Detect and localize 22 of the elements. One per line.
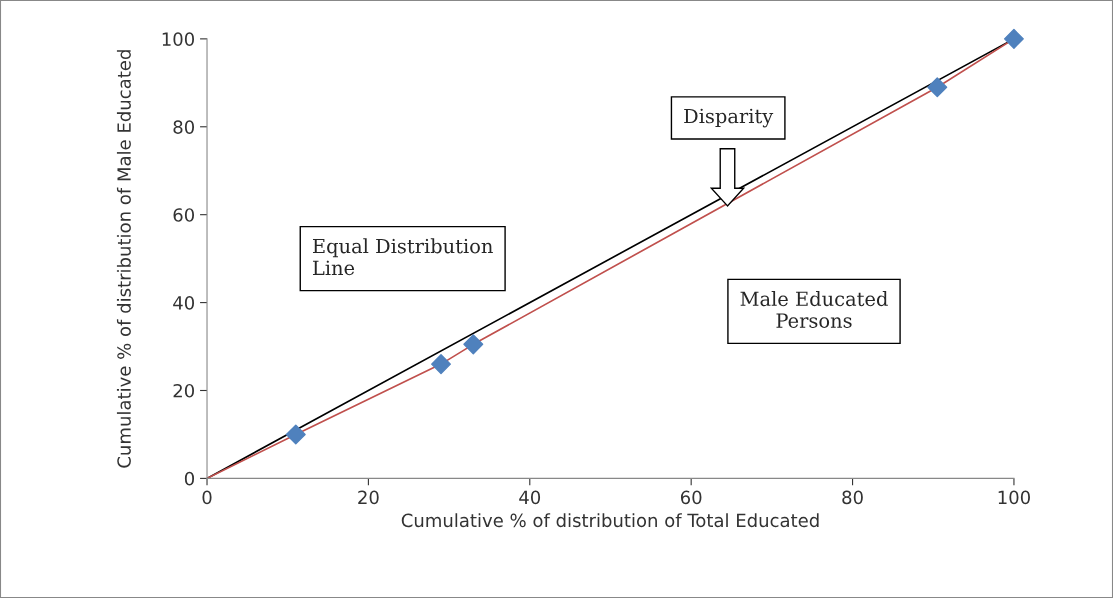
y-tick-label: 0 — [184, 471, 195, 486]
y-tick-label: 80 — [173, 120, 195, 134]
y-tick-label: 20 — [173, 383, 195, 398]
annotation: Equal Distribution Line — [312, 238, 493, 276]
x-tick-label: 80 — [842, 490, 863, 505]
y-tick-label: 100 — [162, 32, 195, 46]
x-axis-title: Cumulative % of distribution of Total Educated — [401, 513, 819, 528]
annotation: Male Educated Persons — [740, 291, 888, 328]
point — [927, 77, 948, 98]
point — [285, 424, 306, 445]
x-tick-label: 20 — [358, 490, 379, 505]
annotation: Disparity — [684, 108, 774, 128]
y-tick-label: 40 — [173, 296, 195, 310]
point — [1003, 28, 1024, 49]
y-tick-label: 60 — [173, 208, 195, 222]
x-tick-label: 60 — [680, 490, 702, 505]
x-tick-label: 100 — [998, 490, 1030, 505]
x-tick-label: 0 — [202, 490, 212, 505]
y-axis-title: Cumulative % of distribution of Male Educated — [116, 50, 131, 468]
x-tick-label: 40 — [519, 490, 541, 505]
point — [463, 334, 484, 355]
point — [431, 354, 452, 375]
